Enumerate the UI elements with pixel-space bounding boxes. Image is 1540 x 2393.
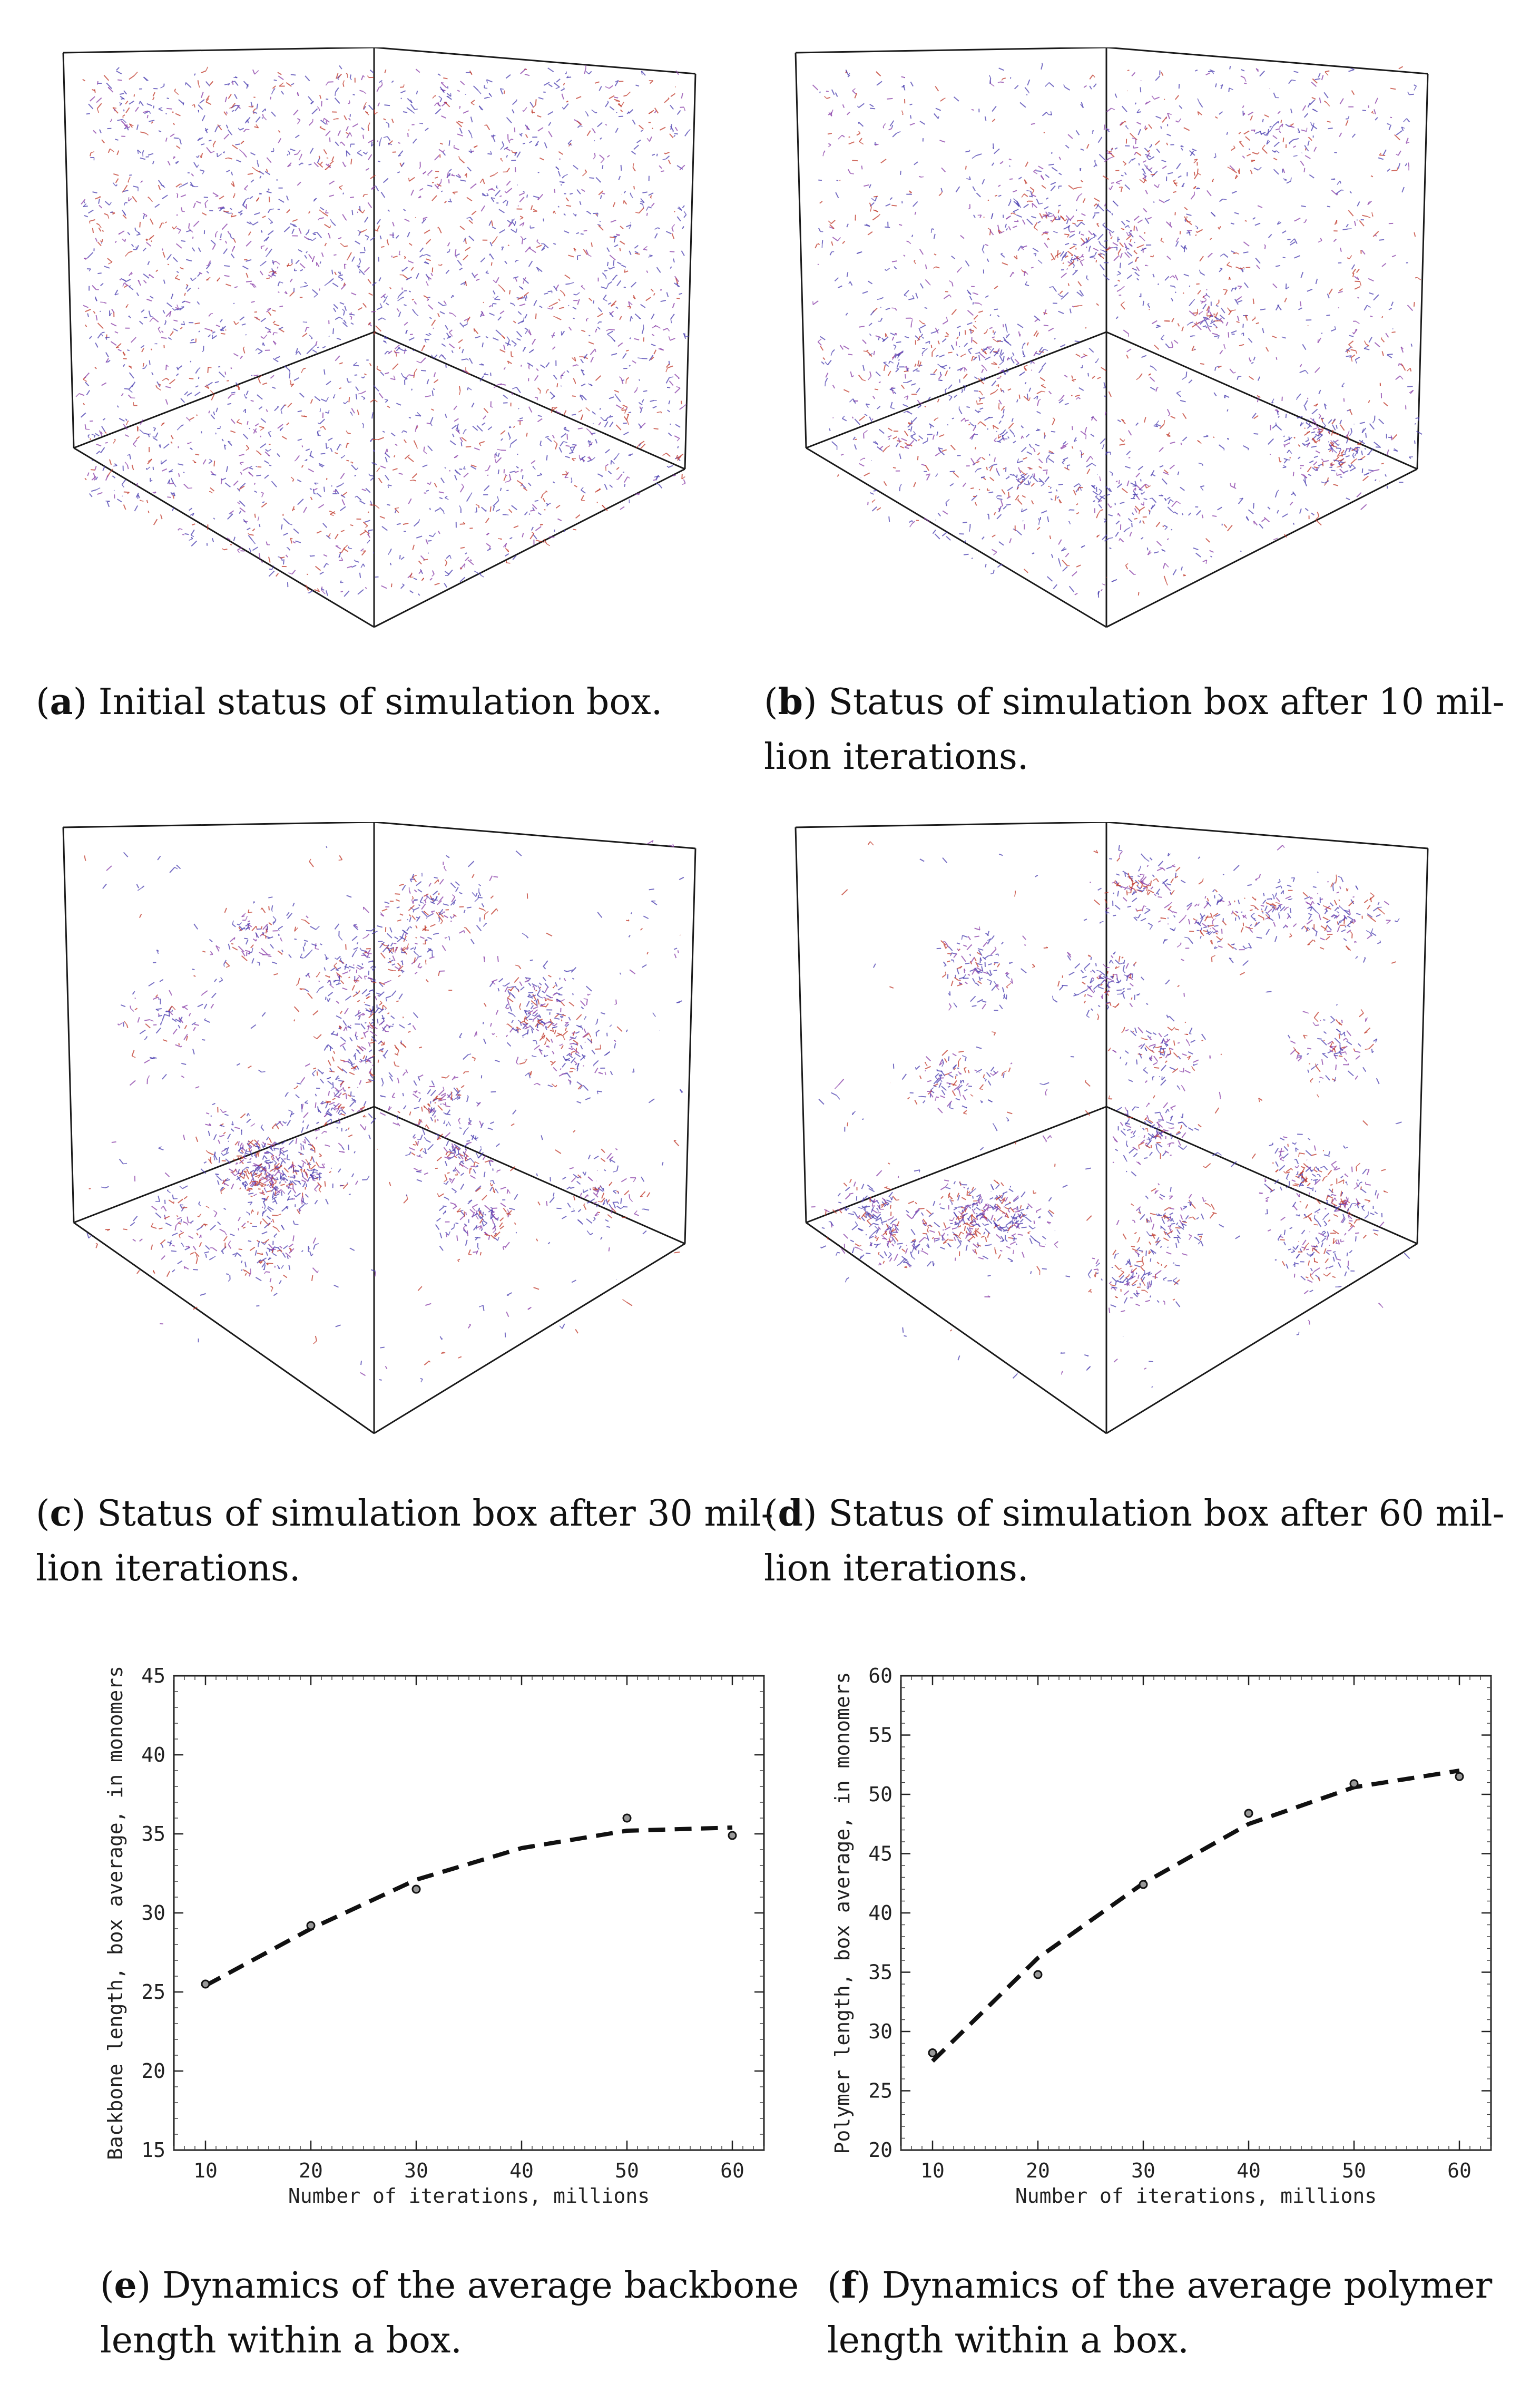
x-tick-label: 60 <box>1447 2159 1472 2182</box>
box-edges <box>62 822 697 1434</box>
particles <box>75 64 691 597</box>
data-point <box>306 1921 316 1930</box>
y-tick-label: 30 <box>868 2020 892 2043</box>
chart-backbone-length: 10 20 30 40 50 60 15 20 25 30 35 40 45 Number of iter… <box>104 1664 765 2208</box>
caption-c: (c) Status of simulation box after 30 mi… <box>36 1492 773 1589</box>
y-tick-label: 45 <box>868 1842 892 1865</box>
y-tick-label: 35 <box>868 1961 892 1984</box>
panel-a <box>53 47 717 638</box>
particles <box>812 63 1423 598</box>
particles <box>84 840 684 1383</box>
box-edges <box>794 822 1429 1434</box>
x-tick-label: 20 <box>1026 2159 1050 2182</box>
panel-b <box>785 47 1449 638</box>
data-point <box>728 1831 737 1840</box>
y-tick-label: 50 <box>868 1783 892 1806</box>
y-axis-label: Polymer length, box average, in monomers <box>831 1672 854 2154</box>
data-point <box>1033 1970 1043 1979</box>
x-tick-label: 30 <box>1131 2159 1155 2182</box>
data-point <box>622 1813 632 1823</box>
caption-f: (f) Dynamics of the average polymer leng… <box>827 2264 1493 2361</box>
y-tick-label: 40 <box>868 1901 892 1925</box>
data-point <box>411 1884 421 1894</box>
caption-a: (a) Initial status of simulation box. <box>36 681 663 723</box>
x-tick-label: 60 <box>720 2159 744 2182</box>
y-tick-label: 20 <box>141 2059 165 2083</box>
y-tick-label: 15 <box>141 2138 165 2162</box>
simulation-box-b <box>794 47 1429 628</box>
x-tick-label: 10 <box>193 2159 218 2182</box>
y-tick-label: 55 <box>868 1724 892 1747</box>
plot-frame <box>900 1675 1492 2151</box>
y-tick-label: 25 <box>141 1980 165 2004</box>
y-tick-label: 40 <box>141 1743 165 1766</box>
x-tick-label: 10 <box>920 2159 945 2182</box>
y-tick-label: 25 <box>868 2079 892 2103</box>
fit-line <box>931 1769 1460 2063</box>
y-tick-label: 45 <box>141 1664 165 1687</box>
x-tick-label: 30 <box>404 2159 428 2182</box>
chart-polymer-length: 10 20 30 40 50 60 20 25 30 35 40 45 50 55 60 Number of … <box>831 1664 1492 2208</box>
box-edges <box>794 47 1429 628</box>
data-point <box>1349 1779 1359 1789</box>
x-tick-label: 50 <box>1342 2159 1366 2182</box>
panel-c <box>53 822 717 1444</box>
plot-frame <box>173 1675 765 2151</box>
simulation-box-c <box>62 822 697 1434</box>
y-tick-label: 60 <box>868 1664 892 1687</box>
caption-e: (e) Dynamics of the average backbone len… <box>100 2264 799 2361</box>
y-tick-label: 20 <box>868 2138 892 2162</box>
caption-b: (b) Status of simulation box after 10 mi… <box>764 681 1505 778</box>
data-point <box>1455 1772 1464 1781</box>
x-tick-label: 40 <box>1237 2159 1261 2182</box>
x-axis-label: Number of iterations, millions <box>288 2184 650 2208</box>
y-tick-label: 35 <box>141 1822 165 1845</box>
data-point <box>928 2048 937 2057</box>
y-tick-label: 30 <box>141 1901 165 1925</box>
box-edges <box>62 47 697 628</box>
simulation-box-d <box>794 822 1429 1434</box>
data-point <box>1139 1880 1148 1889</box>
data-point <box>201 1979 210 1989</box>
y-axis-label: Backbone length, box average, in monomer… <box>104 1666 127 2160</box>
x-tick-label: 40 <box>509 2159 534 2182</box>
data-point <box>1244 1809 1253 1818</box>
x-tick-label: 50 <box>615 2159 639 2182</box>
x-tick-label: 20 <box>299 2159 323 2182</box>
x-axis-label: Number of iterations, millions <box>1015 2184 1377 2208</box>
caption-d: (d) Status of simulation box after 60 mi… <box>764 1492 1505 1589</box>
panel-d <box>785 822 1449 1444</box>
simulation-box-a <box>62 47 697 628</box>
particles <box>811 841 1410 1388</box>
fit-line <box>204 1825 733 1988</box>
